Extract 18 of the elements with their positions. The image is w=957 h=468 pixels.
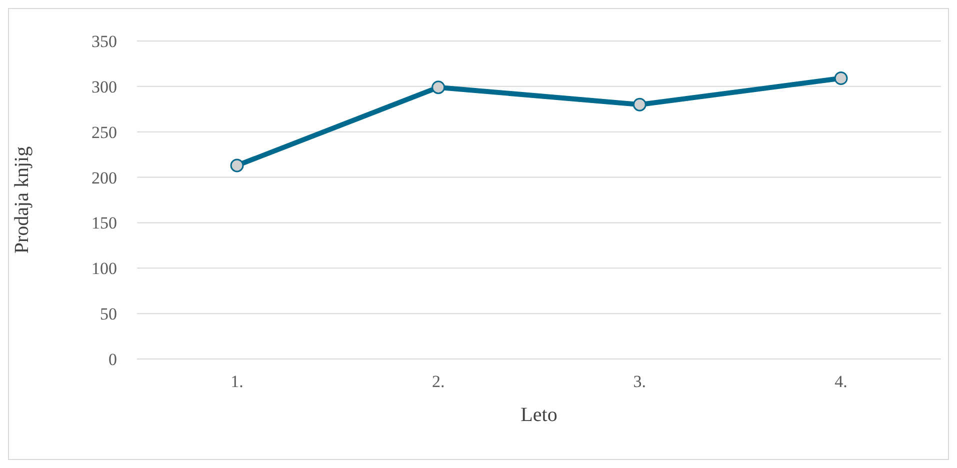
- x-tick-label: 3.: [633, 372, 646, 392]
- point: [230, 158, 244, 172]
- x-axis-title: Leto: [520, 404, 558, 426]
- point: [432, 80, 446, 94]
- y-axis-title: Prodaja knjig: [11, 146, 34, 254]
- y-tick-label: 250: [92, 122, 117, 142]
- y-tick-label: 50: [100, 304, 117, 324]
- y-tick-label: 0: [108, 350, 117, 370]
- x-tick-label: 4.: [834, 372, 848, 392]
- y-tick-label: 150: [92, 214, 117, 233]
- y-tick-label: 300: [92, 77, 117, 96]
- y-tick-label: 350: [92, 32, 117, 52]
- point: [834, 72, 848, 85]
- point: [632, 98, 646, 112]
- x-tick-label: 2.: [432, 372, 445, 392]
- x-tick-label: 1.: [230, 372, 244, 392]
- y-tick-label: 100: [92, 259, 117, 278]
- y-tick-label: 200: [92, 168, 117, 188]
